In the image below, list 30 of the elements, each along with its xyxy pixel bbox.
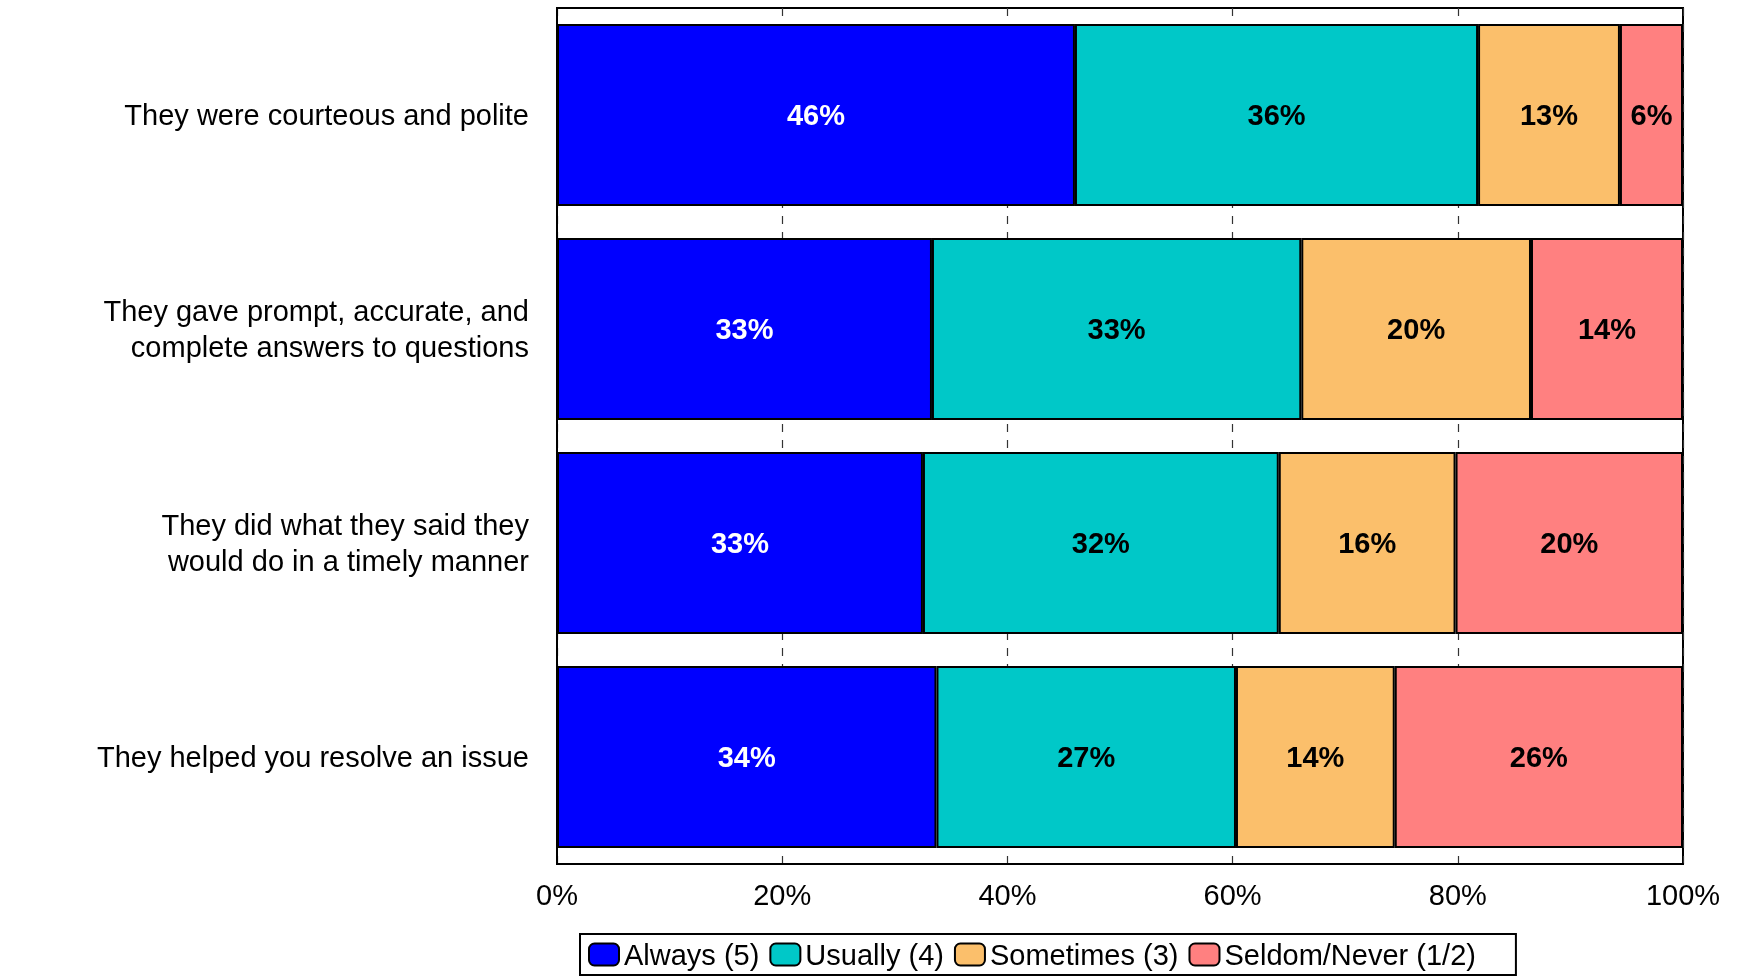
x-tick-label: 0% (536, 878, 578, 911)
legend-label: Usually (4) (805, 938, 944, 971)
data-label: 20% (1540, 527, 1599, 559)
data-label: 36% (1247, 99, 1306, 131)
x-tick-label: 60% (1203, 878, 1262, 911)
data-label: 33% (715, 313, 774, 345)
y-tick-label: They did what they said they would do in a timely manner (161, 509, 530, 577)
legend-label: Seldom/Never (1/2) (1224, 938, 1476, 971)
data-label: 26% (1509, 741, 1569, 773)
y-tick-label: They gave prompt, accurate, and complete answers to questions (103, 295, 529, 363)
data-label: 16% (1338, 527, 1397, 559)
data-label: 33% (710, 527, 770, 559)
data-label: 27% (1057, 741, 1116, 773)
data-label: 34% (717, 741, 776, 773)
x-tick-label: 100% (1645, 878, 1721, 911)
data-label: 13% (1519, 99, 1579, 131)
x-tick-label: 40% (978, 878, 1037, 911)
data-label: 20% (1387, 313, 1446, 345)
data-label: 14% (1286, 741, 1345, 773)
data-label: 46% (786, 99, 846, 131)
legend-label: Always (5) (624, 938, 760, 971)
x-tick-label: 20% (753, 878, 812, 911)
y-tick-label: They helped you resolve an issue (96, 741, 529, 773)
data-label: 32% (1071, 527, 1131, 559)
legend-label: Sometimes (3) (989, 938, 1179, 971)
data-label: 33% (1087, 313, 1146, 345)
y-tick-label: They were courteous and polite (124, 99, 529, 131)
data-label: 14% (1577, 313, 1637, 345)
x-tick-label: 80% (1428, 878, 1487, 911)
data-label: 6% (1630, 99, 1673, 131)
